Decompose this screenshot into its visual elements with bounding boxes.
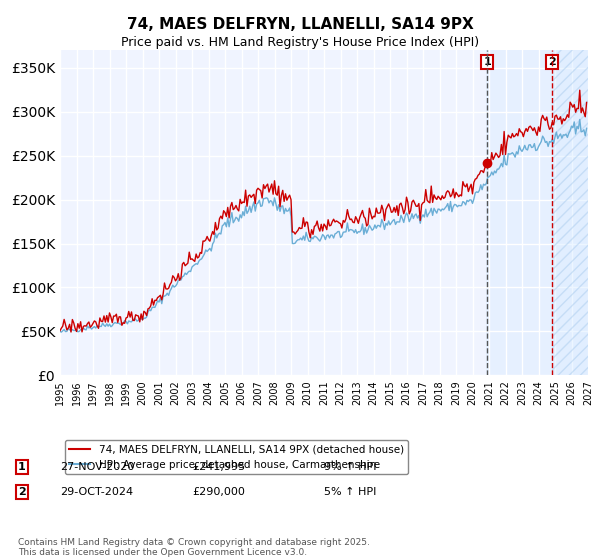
Bar: [552, 50, 588, 375]
Legend: 74, MAES DELFRYN, LLANELLI, SA14 9PX (detached house), HPI: Average price, detac: 74, MAES DELFRYN, LLANELLI, SA14 9PX (de…: [65, 440, 408, 474]
Text: 27-NOV-2020: 27-NOV-2020: [60, 462, 134, 472]
Text: 2: 2: [548, 57, 556, 67]
Text: 5% ↑ HPI: 5% ↑ HPI: [324, 487, 376, 497]
Text: 2: 2: [18, 487, 26, 497]
Text: 9% ↑ HPI: 9% ↑ HPI: [324, 462, 377, 472]
Text: 1: 1: [18, 462, 26, 472]
Text: Price paid vs. HM Land Registry's House Price Index (HPI): Price paid vs. HM Land Registry's House …: [121, 36, 479, 49]
Text: £241,995: £241,995: [192, 462, 245, 472]
Bar: [486, 50, 588, 375]
Text: £290,000: £290,000: [192, 487, 245, 497]
Text: 74, MAES DELFRYN, LLANELLI, SA14 9PX: 74, MAES DELFRYN, LLANELLI, SA14 9PX: [127, 17, 473, 32]
Text: 1: 1: [484, 57, 491, 67]
Text: 29-OCT-2024: 29-OCT-2024: [60, 487, 133, 497]
Text: Contains HM Land Registry data © Crown copyright and database right 2025.
This d: Contains HM Land Registry data © Crown c…: [18, 538, 370, 557]
